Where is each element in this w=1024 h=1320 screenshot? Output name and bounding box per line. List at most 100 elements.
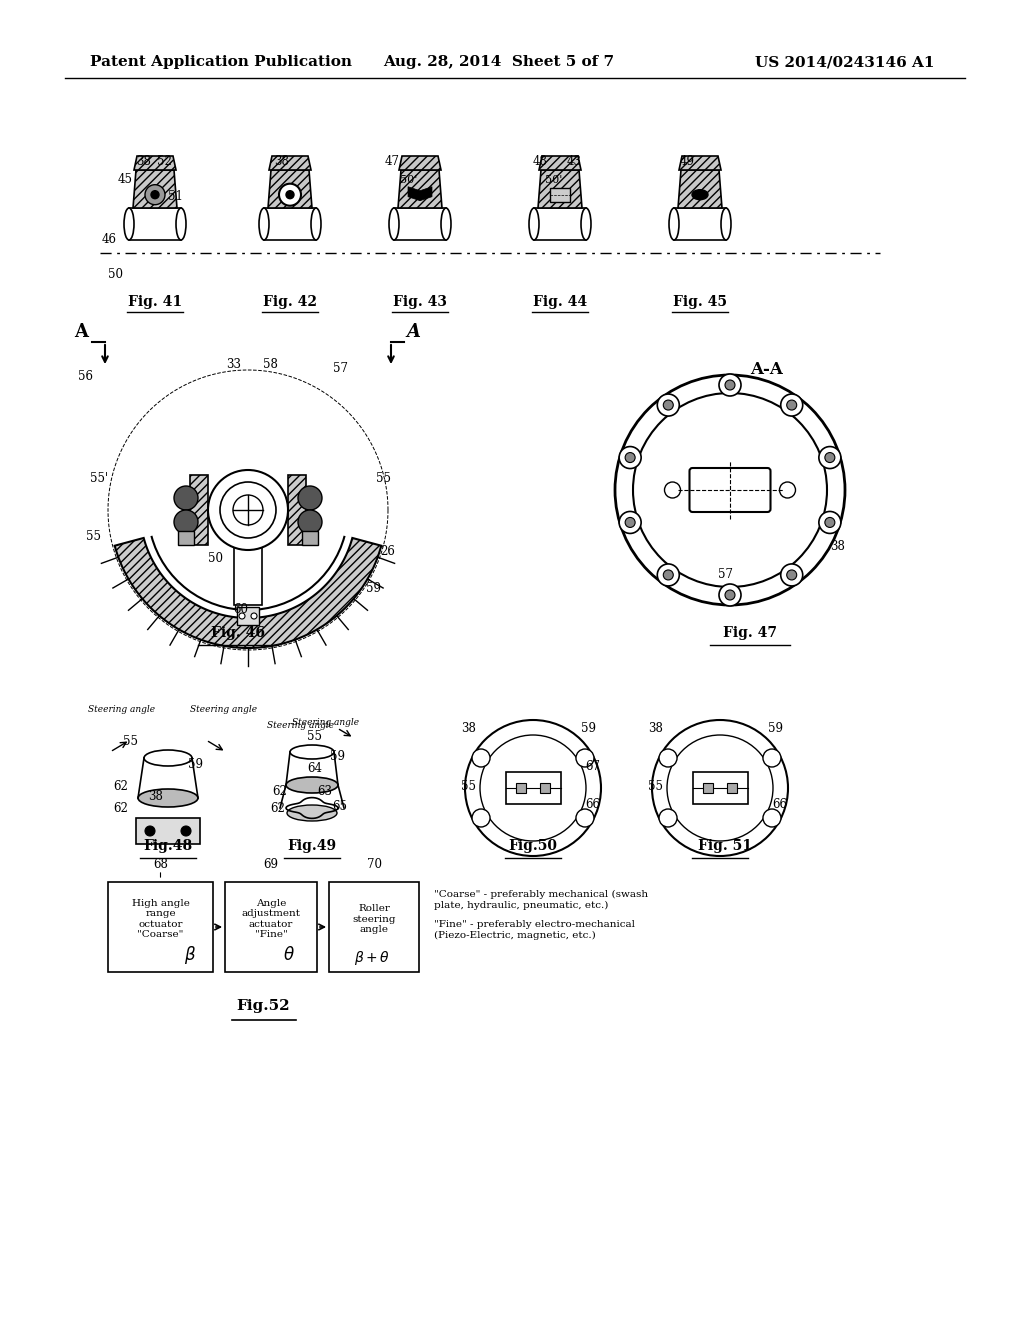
Circle shape <box>239 612 245 619</box>
Circle shape <box>725 590 735 601</box>
Circle shape <box>659 809 677 828</box>
Circle shape <box>725 380 735 389</box>
Polygon shape <box>134 156 176 170</box>
Circle shape <box>719 583 741 606</box>
Circle shape <box>286 190 294 199</box>
Text: 67: 67 <box>585 760 600 774</box>
Bar <box>178 531 194 545</box>
Bar <box>674 209 726 240</box>
Ellipse shape <box>176 209 186 240</box>
Circle shape <box>763 748 781 767</box>
Circle shape <box>819 446 841 469</box>
Text: 55: 55 <box>376 473 391 484</box>
Text: A: A <box>406 323 420 341</box>
Text: Steering angle: Steering angle <box>190 705 257 714</box>
Circle shape <box>719 374 741 396</box>
Circle shape <box>664 570 674 579</box>
Text: 69: 69 <box>263 858 279 871</box>
Text: Fig.49: Fig.49 <box>288 840 337 853</box>
Polygon shape <box>398 170 442 209</box>
Circle shape <box>298 510 322 535</box>
Polygon shape <box>268 170 312 209</box>
Bar <box>692 772 748 804</box>
Text: 46: 46 <box>102 234 117 246</box>
Circle shape <box>786 570 797 579</box>
Text: 62: 62 <box>113 803 128 814</box>
Bar <box>302 531 318 545</box>
Polygon shape <box>538 170 582 209</box>
Circle shape <box>620 446 641 469</box>
Polygon shape <box>288 475 306 545</box>
Text: Fig. 45: Fig. 45 <box>673 294 727 309</box>
Text: A-A: A-A <box>750 360 783 378</box>
Ellipse shape <box>287 805 337 821</box>
Polygon shape <box>399 156 441 170</box>
Text: 66: 66 <box>585 799 600 810</box>
Text: 62: 62 <box>270 803 285 814</box>
Circle shape <box>472 809 490 828</box>
Text: Steering angle: Steering angle <box>267 721 334 730</box>
Text: 38: 38 <box>274 154 289 168</box>
Circle shape <box>657 395 679 416</box>
Text: 56: 56 <box>78 370 93 383</box>
Text: 57: 57 <box>333 362 348 375</box>
Text: Fig. 51: Fig. 51 <box>698 840 752 853</box>
Polygon shape <box>133 170 177 209</box>
Text: "Coarse" - preferably mechanical (swash
plate, hydraulic, pneumatic, etc.): "Coarse" - preferably mechanical (swash … <box>434 890 648 909</box>
Bar <box>234 545 262 605</box>
Text: 45: 45 <box>118 173 133 186</box>
Text: 38: 38 <box>136 154 151 168</box>
Text: 38: 38 <box>461 722 476 735</box>
Bar <box>534 209 586 240</box>
Polygon shape <box>190 475 208 545</box>
Circle shape <box>625 517 635 528</box>
FancyBboxPatch shape <box>689 469 770 512</box>
Ellipse shape <box>529 209 539 240</box>
Polygon shape <box>420 186 432 201</box>
Text: High angle
range
octuator
"Coarse": High angle range octuator "Coarse" <box>131 899 189 939</box>
Ellipse shape <box>259 209 269 240</box>
Circle shape <box>174 510 198 535</box>
Circle shape <box>575 809 594 828</box>
Text: 59: 59 <box>330 750 345 763</box>
Text: Steering angle: Steering angle <box>88 705 155 714</box>
Text: 38: 38 <box>830 540 845 553</box>
Text: Fig. 44: Fig. 44 <box>532 294 587 309</box>
Bar <box>516 783 526 793</box>
Circle shape <box>657 564 679 586</box>
Text: 62: 62 <box>272 785 287 799</box>
Text: Angle
adjustment
actuator
"Fine": Angle adjustment actuator "Fine" <box>242 899 300 939</box>
Text: 51: 51 <box>168 190 183 203</box>
Ellipse shape <box>441 209 451 240</box>
Text: 65: 65 <box>332 800 347 813</box>
Text: Patent Application Publication: Patent Application Publication <box>90 55 352 69</box>
Ellipse shape <box>669 209 679 240</box>
Text: Aug. 28, 2014  Sheet 5 of 7: Aug. 28, 2014 Sheet 5 of 7 <box>383 55 614 69</box>
Bar <box>237 607 259 624</box>
Ellipse shape <box>581 209 591 240</box>
Text: Steering angle: Steering angle <box>292 718 359 727</box>
Bar <box>506 772 560 804</box>
Text: 59: 59 <box>581 722 596 735</box>
Ellipse shape <box>124 209 134 240</box>
Circle shape <box>664 400 674 411</box>
Text: Fig.52: Fig.52 <box>237 999 291 1012</box>
Text: 43: 43 <box>567 154 582 168</box>
Text: 38: 38 <box>148 789 163 803</box>
Circle shape <box>652 719 788 855</box>
Text: 55': 55' <box>90 473 109 484</box>
Text: 57: 57 <box>718 568 733 581</box>
Text: Fig. 41: Fig. 41 <box>128 294 182 309</box>
Text: 63: 63 <box>317 785 332 799</box>
Text: 66: 66 <box>772 799 787 810</box>
Circle shape <box>145 826 155 836</box>
Text: 38: 38 <box>648 722 663 735</box>
Text: Fig. 43: Fig. 43 <box>393 294 447 309</box>
Circle shape <box>145 185 165 205</box>
Text: A: A <box>74 323 88 341</box>
Bar <box>550 187 570 202</box>
Circle shape <box>779 482 796 498</box>
Circle shape <box>298 486 322 510</box>
Circle shape <box>465 719 601 855</box>
Circle shape <box>625 453 635 462</box>
